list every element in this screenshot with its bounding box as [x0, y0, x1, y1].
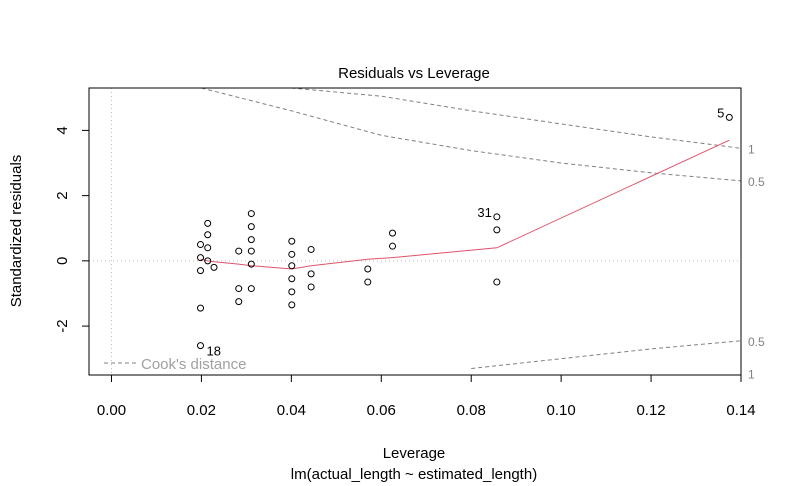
y-axis-label: Standardized residuals: [8, 155, 25, 308]
data-point: [247, 247, 255, 255]
data-point: [235, 298, 243, 306]
legend-label: Cook's distance: [141, 356, 246, 373]
data-point: [204, 231, 212, 239]
data-point: [288, 250, 296, 258]
data-point: [210, 263, 218, 271]
data-point: [197, 304, 205, 312]
x-tick-label: 0.12: [636, 402, 665, 419]
data-point: [288, 262, 296, 270]
data-point: [389, 242, 397, 250]
cooks-distance-contour: [471, 340, 741, 369]
data-point: [307, 270, 315, 278]
plot-frame: [88, 87, 742, 376]
data-point: [288, 237, 296, 245]
data-point: [307, 283, 315, 291]
data-point: [204, 257, 212, 265]
x-tick-label: 0.06: [367, 402, 396, 419]
data-point: [389, 229, 397, 237]
data-point: [288, 301, 296, 309]
x-tick-label: 0.00: [97, 402, 126, 419]
plot-inner: [89, 88, 741, 375]
x-axis-sublabel: lm(actual_length ~ estimated_length): [291, 466, 537, 483]
data-point: [204, 244, 212, 252]
y-tick-label: 2: [54, 191, 71, 199]
axes: 1 0.5 0.5 1 0.00 0.02 0.04 0.06 0.08 0.10 0.12 0.14…: [54, 126, 765, 419]
smooth-line: [200, 139, 730, 270]
x-tick-label: 0.08: [457, 402, 486, 419]
y-tick-label: 4: [54, 126, 71, 134]
data-point: [197, 241, 205, 249]
data-point: [247, 223, 255, 231]
x-tick-label: 0.02: [187, 402, 216, 419]
data-point: [247, 210, 255, 218]
x-axis-label: Leverage: [383, 445, 446, 462]
data-point: [725, 113, 733, 121]
data-point: [493, 213, 501, 221]
legend: Cook's distance: [104, 356, 246, 373]
data-point: [493, 226, 501, 234]
chart-title: Residuals vs Leverage: [338, 65, 490, 82]
data-point: [307, 245, 315, 253]
data-point: [197, 267, 205, 275]
data-point: [364, 278, 372, 286]
contour-level-label: 0.5: [748, 335, 765, 349]
data-point: [364, 265, 372, 273]
plot-area: 31 5 18: [89, 88, 741, 375]
contour-level-label: 0.5: [748, 175, 765, 189]
y-tick-label: 0: [54, 257, 71, 265]
data-point: [235, 285, 243, 293]
data-point: [247, 260, 255, 268]
x-tick-label: 0.10: [547, 402, 576, 419]
data-point: [288, 288, 296, 296]
data-point: [197, 254, 205, 262]
y-tick-label: -2: [54, 319, 71, 332]
data-point: [288, 275, 296, 283]
cooks-distance-contour: [291, 88, 741, 149]
data-point: [204, 219, 212, 227]
point-label: 31: [477, 205, 491, 220]
contour-level-label: 1: [748, 142, 755, 156]
point-label: 18: [207, 344, 221, 359]
contour-level-label: 1: [748, 367, 755, 381]
data-point: [235, 247, 243, 255]
cooks-distance-contour: [201, 88, 741, 182]
data-point: [197, 342, 205, 350]
point-label: 5: [717, 105, 724, 120]
data-point: [247, 236, 255, 244]
data-point: [493, 278, 501, 286]
x-tick-label: 0.14: [726, 402, 755, 419]
data-point: [247, 285, 255, 293]
x-tick-label: 0.04: [277, 402, 306, 419]
